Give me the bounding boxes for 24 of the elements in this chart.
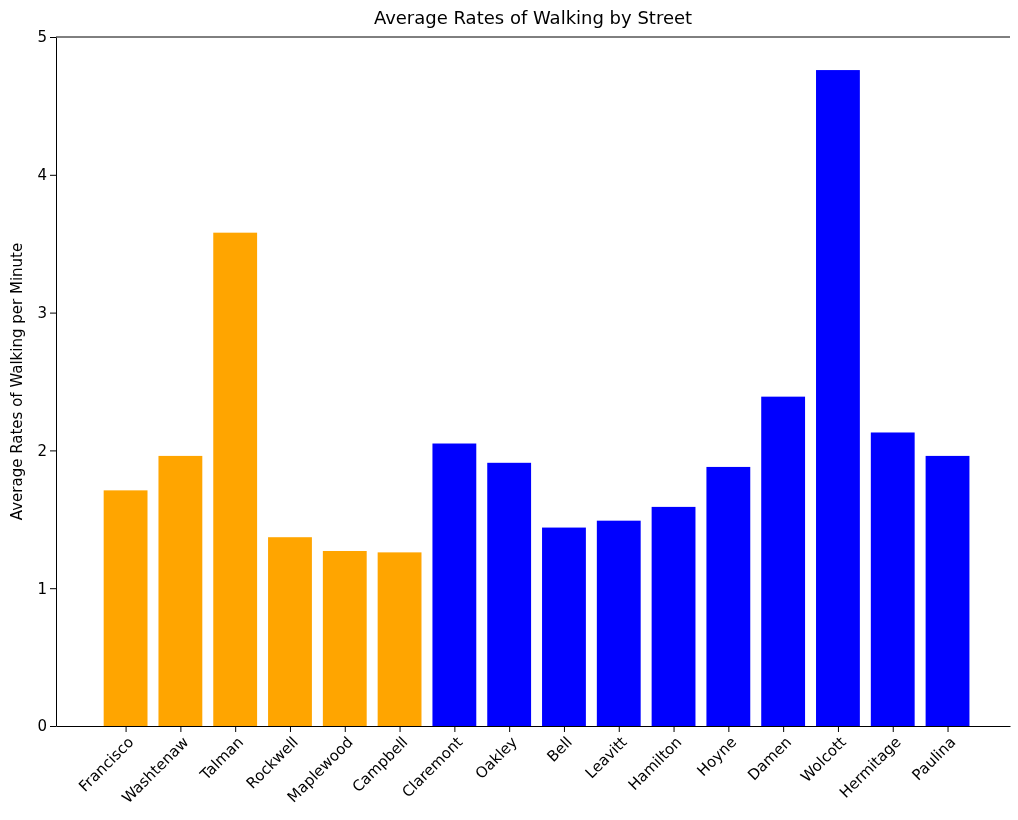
y-tick-label: 2 (37, 441, 47, 460)
bar (487, 462, 532, 726)
bar (542, 527, 586, 726)
bar (377, 552, 422, 726)
bar (596, 520, 641, 726)
bar (816, 70, 860, 726)
bar (268, 537, 312, 726)
y-axis-title: Average Rates of Walking per Minute (8, 242, 26, 521)
bar (925, 455, 970, 726)
bar (213, 232, 258, 726)
bar (322, 550, 367, 726)
y-tick-label: 4 (37, 166, 47, 185)
y-tick-label: 3 (37, 303, 47, 322)
bar (432, 443, 477, 726)
bar (103, 490, 148, 726)
bar (651, 506, 696, 726)
y-tick-label: 5 (37, 28, 47, 47)
bar (870, 432, 915, 726)
chart-title: Average Rates of Walking by Street (373, 7, 693, 28)
bar (761, 396, 806, 726)
bar (158, 455, 203, 726)
y-tick-label: 1 (37, 579, 47, 598)
bar (706, 466, 751, 726)
y-tick-label: 0 (37, 717, 47, 736)
